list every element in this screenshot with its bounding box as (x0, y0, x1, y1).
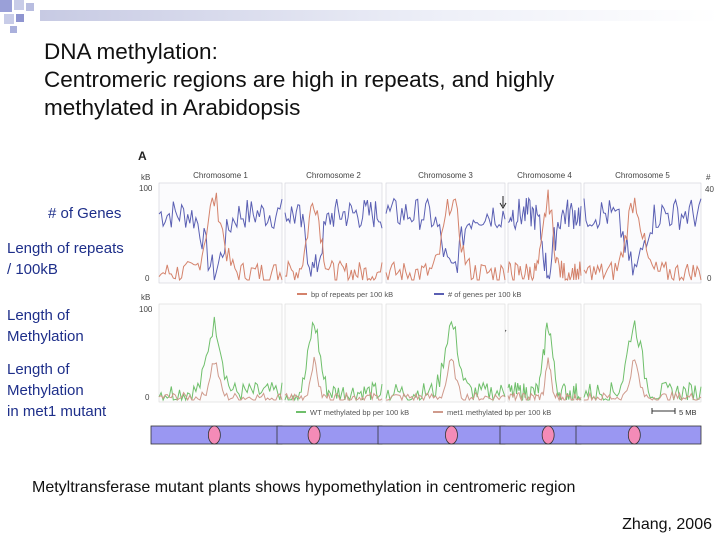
legend-genes: # of genes per 100 kB (448, 290, 521, 299)
label-genes: # of Genes (48, 205, 122, 222)
label-meth-2: Methylation (7, 328, 84, 345)
met1-methylation-series (386, 358, 506, 402)
repeats-series (385, 198, 506, 281)
header-rule (40, 10, 720, 21)
centromere-mark (541, 425, 555, 445)
deco-square (4, 14, 14, 24)
position-arrowhead (499, 202, 507, 209)
scale-bar-label: 5 MB (679, 408, 697, 417)
gene-repeat-panel (583, 182, 702, 284)
deco-square (26, 3, 34, 11)
wt-methylation-series (507, 322, 582, 401)
centromere-mark (445, 425, 458, 445)
chromosome-title: Chromosome 5 (615, 171, 670, 180)
met1-methylation-series (584, 359, 702, 402)
label-meth-1: Length of (7, 307, 70, 324)
methylation-panel (385, 303, 506, 403)
genes-series (284, 199, 383, 277)
figure-caption: Metyltransferase mutant plants shows hyp… (32, 479, 576, 496)
chromosome-ideogram (499, 425, 582, 445)
legend-wt: WT methylated bp per 100 kB (310, 408, 409, 417)
legend-repeats: bp of repeats per 100 kB (311, 290, 393, 299)
wt-methylation-series (158, 316, 283, 402)
title-line-2: Centromeric regions are high in repeats,… (44, 67, 555, 92)
bottom-left-tick-100: 100 (139, 305, 153, 314)
met1-methylation-series (284, 356, 383, 402)
wt-methylation-series (284, 321, 383, 402)
chromosome-title: Chromosome 3 (418, 171, 473, 180)
gene-repeat-panel (385, 182, 506, 284)
chromosome-bar (377, 425, 506, 445)
chromosome-bar (276, 425, 383, 445)
chromosome-ideogram (575, 425, 702, 445)
label-mut-1: Length of (7, 361, 70, 378)
deco-square (16, 14, 24, 22)
label-mut-2: Methylation (7, 382, 84, 399)
title-line-1: DNA methylation: (44, 39, 218, 64)
top-left-tick-100: 100 (139, 184, 153, 193)
centromere-mark (307, 425, 321, 445)
chromosome-ideogram (276, 425, 383, 445)
top-right-tick-40: 40 (705, 185, 714, 194)
centromere-mark (207, 425, 221, 445)
genes-series (507, 196, 582, 280)
deco-square (0, 0, 12, 12)
genes-series (385, 197, 506, 273)
met1-methylation-series (158, 362, 283, 402)
deco-square (10, 26, 17, 33)
gene-repeat-panel (284, 182, 383, 284)
chromosome-title: Chromosome 2 (306, 171, 361, 180)
panel-frame (385, 182, 506, 284)
bottom-left-unit: kB (141, 293, 150, 302)
chromosome-ideogram (377, 425, 506, 445)
bottom-left-tick-0: 0 (145, 393, 150, 402)
gene-repeat-panel (158, 182, 283, 284)
repeats-series (507, 189, 582, 282)
repeats-series (158, 192, 283, 282)
citation: Zhang, 2006 (622, 516, 712, 533)
label-mut-3: in met1 mutant (7, 403, 107, 420)
top-left-tick-0: 0 (145, 274, 150, 283)
chromosome-bar (499, 425, 582, 445)
deco-square (14, 0, 24, 10)
repeats-series (583, 197, 702, 282)
methylation-panel (284, 303, 383, 403)
methylation-panel (507, 303, 582, 403)
label-repeats-1: Length of repeats (7, 240, 124, 257)
centromere-mark (627, 425, 641, 445)
top-left-unit: kB (141, 173, 150, 182)
panel-frame (284, 303, 383, 403)
top-right-tick-0: 0 (707, 274, 712, 283)
repeats-series (284, 202, 383, 282)
legend-met1: met1 methylated bp per 100 kB (447, 408, 551, 417)
chromosome-title: Chromosome 4 (517, 171, 572, 180)
slide-title: DNA methylation: Centromeric regions are… (44, 38, 714, 122)
top-right-unit: # (706, 173, 711, 182)
genes-series (158, 198, 283, 281)
methylation-panel (583, 303, 702, 403)
label-repeats-2: / 100kB (7, 261, 58, 278)
chromosome-ideogram (150, 425, 283, 445)
panel-letter: A (138, 149, 147, 163)
methylation-panel (158, 303, 283, 403)
met1-methylation-series (507, 357, 582, 402)
gene-repeat-panel (507, 182, 582, 284)
panel-frame (583, 182, 702, 284)
chromosome-title: Chromosome 1 (193, 171, 248, 180)
genes-series (583, 198, 702, 276)
title-line-3: methylated in Arabidopsis (44, 95, 301, 120)
